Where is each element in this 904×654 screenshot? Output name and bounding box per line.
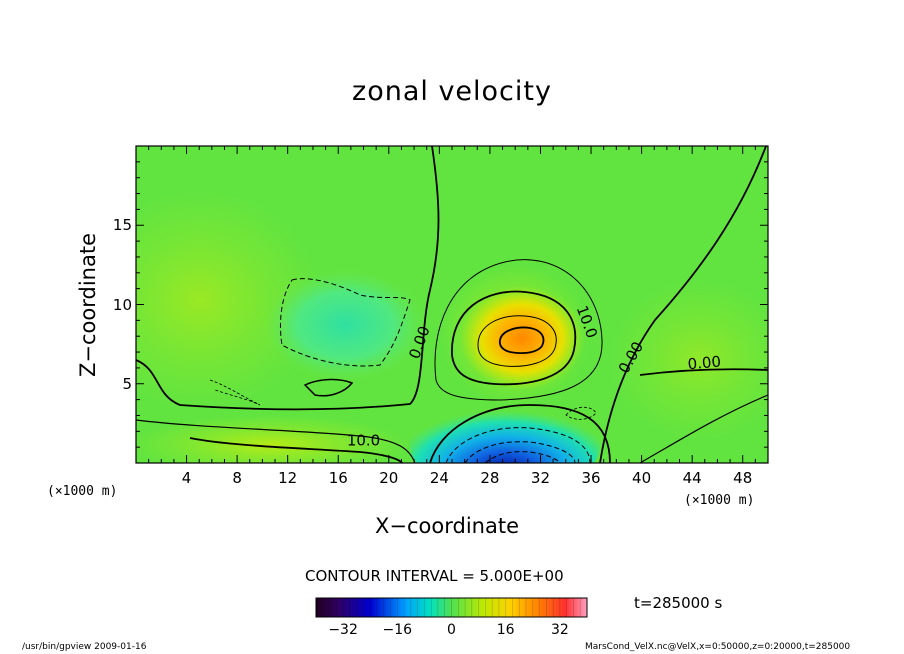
x-tick-label: 28 [480, 469, 500, 487]
colorbar-tick-label: 0 [447, 622, 456, 638]
colorbar [315, 597, 588, 618]
colorbar-tick-label: 16 [496, 622, 515, 638]
x-tick-label: 40 [632, 469, 652, 487]
x-unit-right: (×1000 m) [684, 493, 755, 508]
x-tick-label: 20 [379, 469, 399, 487]
heatmap-field [136, 146, 768, 463]
x-tick-label: 24 [429, 469, 449, 487]
chart-title: zonal velocity [352, 76, 552, 107]
y-axis-label: Z−coordinate [76, 233, 100, 377]
x-tick-label: 48 [733, 469, 753, 487]
colorbar-tick-label: 32 [550, 622, 569, 638]
y-tick-label: 15 [112, 216, 132, 235]
x-tick-label: 36 [581, 469, 601, 487]
contour-lines [136, 146, 768, 463]
y-tick-label: 5 [122, 374, 132, 393]
footer-left: /usr/bin/gpview 2009-01-16 [22, 642, 147, 652]
contour-label: 10.0 [347, 432, 380, 450]
x-axis-label: X−coordinate [375, 514, 519, 538]
x-tick-label: 16 [328, 469, 348, 487]
colorbar-tick-label: −16 [382, 622, 413, 638]
x-tick-label: 4 [181, 469, 192, 487]
footer-right: MarsCond_VelX.nc@VelX,x=0:50000,z=0:2000… [585, 642, 851, 652]
y-tick-label: 10 [112, 295, 132, 314]
time-label: t=285000 s [634, 594, 723, 612]
x-tick-label: 32 [530, 469, 551, 487]
x-tick-label: 44 [682, 469, 702, 487]
colorbar-tick-label: −32 [328, 622, 358, 638]
x-tick-label: 12 [278, 469, 298, 487]
contour-interval: CONTOUR INTERVAL = 5.000E+00 [305, 567, 564, 585]
x-tick-label: 8 [232, 469, 242, 487]
contour-label: 0.00 [687, 352, 722, 373]
x-unit-left: (×1000 m) [47, 484, 118, 499]
